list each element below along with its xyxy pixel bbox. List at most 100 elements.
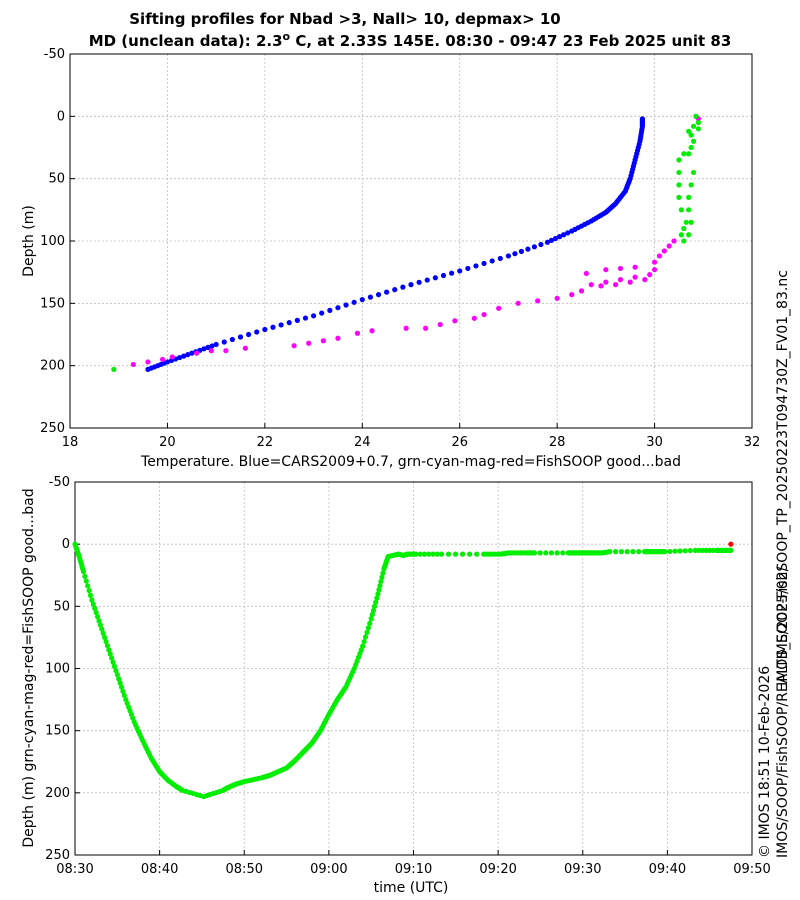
data-point-blue [278,322,284,328]
data-point-blue [481,260,487,267]
data-point-green [607,549,613,555]
data-point-magenta [598,283,604,289]
data-point-green [467,551,473,557]
data-point-blue [518,248,525,254]
y-tick-label: 100 [40,234,65,249]
data-point-magenta [159,356,166,363]
data-point-blue [552,235,559,242]
data-point-magenta [583,270,589,277]
data-point-green [365,625,371,631]
data-point-green [99,626,105,632]
data-point-blue [432,275,438,281]
x-tick-label: 09:30 [564,862,601,877]
data-point-magenta [130,361,136,368]
y-tick-label: 250 [40,421,65,436]
data-point-blue [145,366,151,373]
data-point-green [618,549,624,555]
top-data-points [111,113,702,373]
data-point-magenta [496,305,502,311]
data-point-green [686,232,692,238]
x-tick-label: 08:30 [56,862,93,877]
data-point-blue [525,246,531,252]
y-tick-label: 200 [40,359,65,374]
y-tick-label: 0 [57,109,65,124]
x-tick-label: 26 [451,435,468,450]
data-point-green [380,570,386,576]
data-point-blue [544,239,551,245]
data-point-magenta [515,300,521,306]
data-point-green [459,551,466,557]
data-point-green [106,647,112,653]
bottom-tick-labels: 08:30 08:40 08:50 09:00 09:10 09:20 09:30 09:40… [45,475,771,877]
side-copyright: © IMOS 18:51 10-Feb-2026 [757,666,773,858]
data-point-red [728,541,734,547]
data-point-green [686,207,692,213]
data-point-green [690,123,697,129]
data-point-green [113,667,119,674]
data-point-green [104,643,111,649]
data-point-green [686,128,692,134]
data-point-blue [294,317,300,323]
data-point-magenta [291,343,297,349]
data-point-green [693,113,699,119]
data-point-blue [237,334,244,340]
data-point-blue [262,326,268,333]
top-grid [70,54,752,428]
data-point-magenta [651,259,658,265]
data-point-blue [351,299,357,305]
data-point-green [695,119,702,126]
data-point-blue [270,324,276,330]
data-point-green [560,550,566,556]
y-tick-label: 200 [45,786,70,801]
x-tick-label: 18 [62,435,79,450]
x-tick-label: 28 [549,435,566,450]
data-point-blue [246,331,252,338]
data-point-green [369,612,375,618]
data-point-magenta [656,253,663,259]
data-point-green [116,676,122,682]
y-tick-label: 100 [45,662,70,677]
data-point-green [83,578,89,584]
data-point-blue [384,289,390,295]
data-point-blue [392,287,398,293]
data-point-magenta [223,348,229,354]
data-point-blue [531,244,538,250]
data-point-green [690,169,697,176]
bottom-x-axis-label: time (UTC) [374,880,449,896]
data-point-magenta [554,295,560,301]
data-point-green [370,607,377,614]
data-point-green [695,126,702,132]
data-point-green [426,551,432,557]
data-point-magenta [651,267,658,273]
data-point-blue [205,344,211,350]
temperature-depth-panel: 18 20 22 24 26 28 30 32 -50 0 50 100 150 200 250 Tempe… [21,47,760,470]
data-point-green [678,207,684,213]
data-point-green [681,238,687,244]
data-point-magenta [603,267,609,273]
data-point-green [364,629,370,636]
data-point-magenta [647,272,653,278]
data-point-green [367,620,373,626]
data-point-green [361,638,367,645]
data-point-green [85,583,91,589]
data-point-green [678,232,684,238]
data-point-blue [497,255,503,262]
data-point-blue [221,339,227,345]
data-point-green [413,551,419,557]
data-point-magenta [569,292,575,298]
data-point-magenta [642,277,648,283]
data-point-green [360,643,366,649]
y-tick-label: 50 [53,599,70,614]
side-path: IMOS/SOOP/FishSOOP/REALTIME/2025/02/ [775,566,791,858]
data-point-green [87,592,94,598]
data-point-green [371,603,378,609]
data-point-green [690,138,697,144]
data-point-blue [319,310,325,316]
data-point-green [94,614,101,620]
data-point-green [103,638,109,645]
data-point-blue [448,270,455,276]
data-point-magenta [403,325,409,331]
data-point-blue [473,263,479,269]
data-point-green [430,551,436,557]
